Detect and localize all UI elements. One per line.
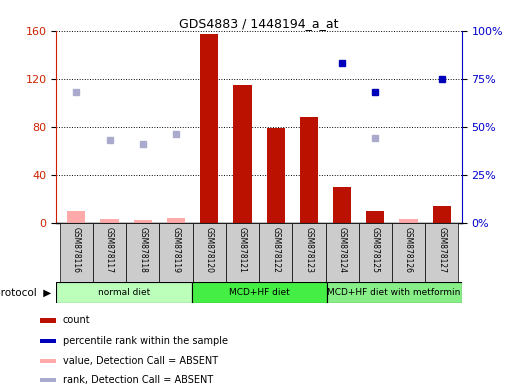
Bar <box>167 218 185 223</box>
Bar <box>366 211 384 223</box>
Bar <box>134 220 152 223</box>
Bar <box>101 219 119 223</box>
Bar <box>400 219 418 223</box>
Text: GSM878123: GSM878123 <box>304 227 313 273</box>
Text: MCD+HF diet with metformin: MCD+HF diet with metformin <box>327 288 461 297</box>
Text: percentile rank within the sample: percentile rank within the sample <box>63 336 228 346</box>
Bar <box>327 282 462 303</box>
Bar <box>40 318 56 323</box>
Bar <box>226 223 259 282</box>
Text: GSM878127: GSM878127 <box>437 227 446 273</box>
Text: normal diet: normal diet <box>98 288 150 297</box>
Bar <box>267 128 285 223</box>
Bar <box>126 223 160 282</box>
Text: GSM878118: GSM878118 <box>139 227 147 273</box>
Text: GSM878120: GSM878120 <box>205 227 214 273</box>
Bar <box>292 223 326 282</box>
Bar <box>259 223 292 282</box>
Bar <box>67 211 86 223</box>
Bar <box>425 223 459 282</box>
Text: GSM878116: GSM878116 <box>72 227 81 273</box>
Text: rank, Detection Call = ABSENT: rank, Detection Call = ABSENT <box>63 376 213 384</box>
Bar <box>233 85 251 223</box>
Bar <box>432 206 451 223</box>
Text: GSM878119: GSM878119 <box>171 227 181 273</box>
Bar <box>392 223 425 282</box>
Bar <box>200 34 219 223</box>
Bar <box>40 339 56 343</box>
Text: GSM878126: GSM878126 <box>404 227 413 273</box>
Bar <box>160 223 192 282</box>
Text: count: count <box>63 316 90 326</box>
Bar <box>333 187 351 223</box>
Title: GDS4883 / 1448194_a_at: GDS4883 / 1448194_a_at <box>180 17 339 30</box>
Bar <box>192 223 226 282</box>
Bar <box>191 282 327 303</box>
Text: GSM878125: GSM878125 <box>371 227 380 273</box>
Text: GSM878121: GSM878121 <box>238 227 247 273</box>
Text: GSM878124: GSM878124 <box>338 227 347 273</box>
Bar <box>40 359 56 363</box>
Text: GSM878117: GSM878117 <box>105 227 114 273</box>
Bar <box>359 223 392 282</box>
Bar <box>93 223 126 282</box>
Bar <box>300 117 318 223</box>
Text: protocol  ▶: protocol ▶ <box>0 288 51 298</box>
Bar <box>40 378 56 382</box>
Text: MCD+HF diet: MCD+HF diet <box>229 288 289 297</box>
Bar <box>326 223 359 282</box>
Text: value, Detection Call = ABSENT: value, Detection Call = ABSENT <box>63 356 218 366</box>
Bar <box>60 223 93 282</box>
Bar <box>56 282 191 303</box>
Text: GSM878122: GSM878122 <box>271 227 280 273</box>
